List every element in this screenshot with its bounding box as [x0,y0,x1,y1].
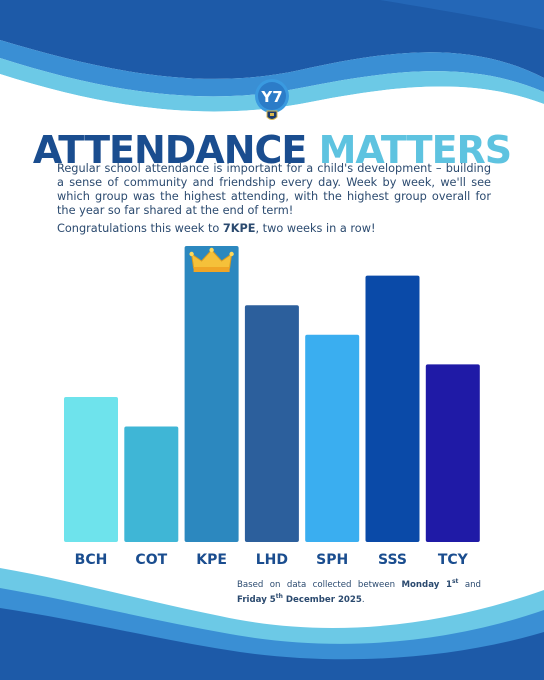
top-wave-white [0,74,544,130]
footnote-end-date: Friday 5th December 2025 [237,592,362,605]
footnote-suffix: . [361,594,365,605]
bar-bch [64,396,118,542]
bar-cot [124,426,179,542]
bottom-wave-decoration [0,568,544,680]
congrats-suffix: , two weeks in a row! [255,222,376,235]
top-wave-light [0,58,544,112]
tick-label-bch: BCH [75,552,108,568]
page-title: ATTENDANCE MATTERS [0,130,544,170]
tick-label-sss: SSS [378,552,407,568]
bottom-wave-dark [0,608,544,680]
winning-group: 7KPE [222,222,256,235]
intro-paragraph: Regular school attendance is important f… [57,162,491,217]
bar-kpe [184,246,239,542]
top-wave-mid [0,40,544,97]
footnote-joiner: and [458,579,481,590]
top-wave-corner-accent [380,0,544,30]
tick-label-kpe: KPE [196,552,227,568]
y7-logo: Y7 [255,79,289,120]
bar-tcy [425,364,480,542]
bar-sph [305,334,360,542]
footnote-prefix: Based on data collected between [237,579,402,590]
congrats-prefix: Congratulations this week to [57,222,223,235]
title-attendance: ATTENDANCE [32,128,308,172]
data-footnote: Based on data collected between Monday 1… [237,576,481,606]
tick-label-tcy: TCY [438,552,469,568]
logo-text: Y7 [260,88,282,106]
bar-sss [365,275,420,542]
title-matters: MATTERS [318,128,513,172]
tick-label-lhd: LHD [256,552,288,568]
crown-icon [189,247,234,272]
footnote-start-date: Monday 1st [401,578,459,590]
attendance-bar-chart: BCH COT KPE LHD SPH SSS TCY [64,246,480,568]
top-wave-dark [0,0,544,79]
tick-label-cot: COT [135,552,167,568]
top-wave-decoration [0,0,544,130]
tick-label-sph: SPH [316,552,348,568]
congratulations-line: Congratulations this week to 7KPE, two w… [57,222,491,236]
bar-lhd [244,305,299,542]
